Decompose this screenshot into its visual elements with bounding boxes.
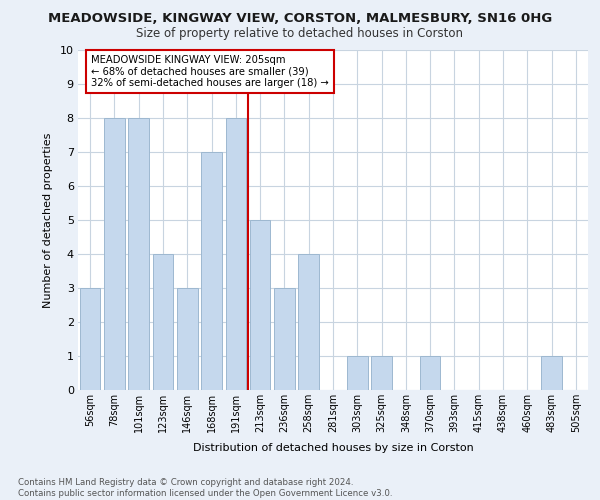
- Bar: [250, 220, 271, 390]
- Text: Contains HM Land Registry data © Crown copyright and database right 2024.
Contai: Contains HM Land Registry data © Crown c…: [18, 478, 392, 498]
- Y-axis label: Number of detached properties: Number of detached properties: [43, 132, 53, 308]
- Bar: [371, 356, 392, 390]
- Bar: [177, 288, 197, 390]
- Bar: [226, 118, 246, 390]
- Bar: [347, 356, 368, 390]
- Text: Size of property relative to detached houses in Corston: Size of property relative to detached ho…: [137, 28, 464, 40]
- Bar: [541, 356, 562, 390]
- Bar: [201, 152, 222, 390]
- Bar: [420, 356, 440, 390]
- Bar: [128, 118, 149, 390]
- Text: MEADOWSIDE KINGWAY VIEW: 205sqm
← 68% of detached houses are smaller (39)
32% of: MEADOWSIDE KINGWAY VIEW: 205sqm ← 68% of…: [91, 55, 329, 88]
- X-axis label: Distribution of detached houses by size in Corston: Distribution of detached houses by size …: [193, 444, 473, 454]
- Bar: [274, 288, 295, 390]
- Bar: [104, 118, 125, 390]
- Bar: [298, 254, 319, 390]
- Bar: [80, 288, 100, 390]
- Text: MEADOWSIDE, KINGWAY VIEW, CORSTON, MALMESBURY, SN16 0HG: MEADOWSIDE, KINGWAY VIEW, CORSTON, MALME…: [48, 12, 552, 26]
- Bar: [152, 254, 173, 390]
